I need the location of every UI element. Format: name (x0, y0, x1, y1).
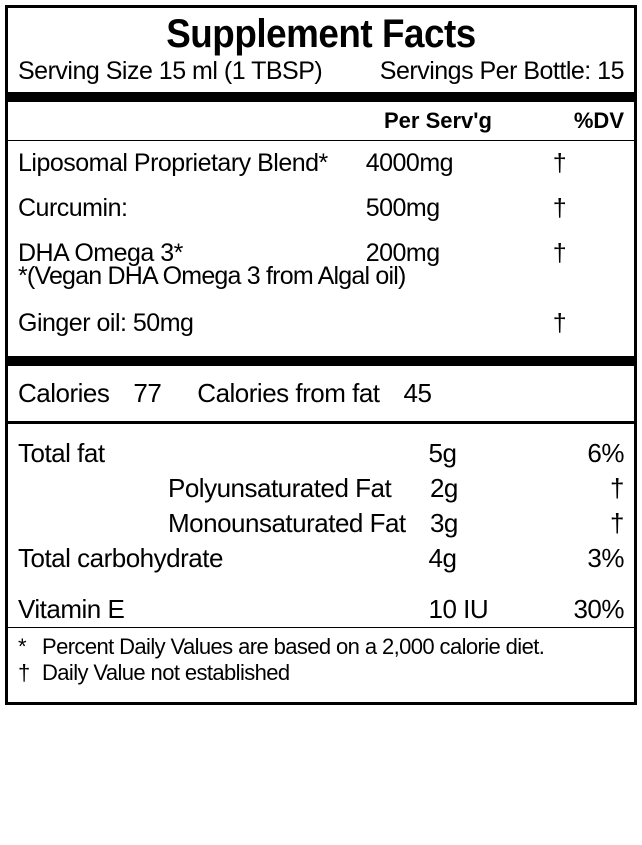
nutrition-row: Polyunsaturated Fat 2g † (8, 471, 634, 506)
ingredient-dv: † (495, 149, 624, 178)
calories-value: 77 (133, 378, 161, 409)
footnote-symbol: † (18, 660, 42, 686)
ingredient-row: Curcumin: 500mg † (8, 186, 634, 231)
nutrition-row: Total carbohydrate 4g 3% (8, 541, 634, 592)
nutrient-name: Monounsaturated Fat (18, 508, 430, 539)
nutrient-dv: 3% (526, 543, 624, 574)
nutrient-name: Vitamin E (18, 594, 429, 625)
ingredient-amount: 500mg (366, 194, 495, 223)
footnote-text: Daily Value not established (42, 660, 290, 686)
ingredient-row: Ginger oil: 50mg † (8, 301, 634, 356)
calories-fat-label: Calories from fat (197, 378, 379, 409)
header-dv: %DV (524, 108, 624, 134)
serving-line: Serving Size 15 ml (1 TBSP) Servings Per… (8, 57, 634, 92)
ingredient-row: Liposomal Proprietary Blend* 4000mg † (8, 141, 634, 186)
ingredient-amount: 4000mg (366, 149, 495, 178)
nutrient-amount: 4g (429, 543, 527, 574)
nutrient-dv: † (527, 473, 624, 504)
supplement-facts-panel: Supplement Facts Serving Size 15 ml (1 T… (5, 5, 637, 705)
calories-fat-value: 45 (404, 378, 432, 409)
nutrient-amount: 3g (430, 508, 527, 539)
nutrient-amount: 10 IU (429, 594, 527, 625)
calories-row: Calories 77 Calories from fat 45 (8, 366, 634, 421)
divider-thick (8, 92, 634, 102)
ingredient-name: Liposomal Proprietary Blend* (18, 149, 366, 178)
nutrient-dv: † (527, 508, 624, 539)
nutrient-amount: 2g (430, 473, 527, 504)
ingredient-name: Ginger oil: 50mg (18, 309, 366, 338)
ingredient-dv: † (495, 239, 624, 268)
ingredient-dv: † (495, 194, 624, 223)
nutrition-row: Total fat 5g 6% (8, 424, 634, 471)
header-per-serving: Per Serv'g (384, 108, 524, 134)
ingredient-name: Curcumin: (18, 194, 366, 223)
serving-size: Serving Size 15 ml (1 TBSP) (18, 57, 322, 86)
calories-label: Calories (18, 378, 109, 409)
nutrition-row: Monounsaturated Fat 3g † (8, 506, 634, 541)
nutrient-name: Total carbohydrate (18, 543, 429, 574)
vitamin-row: Vitamin E 10 IU 30% (8, 592, 634, 627)
nutrient-dv: 6% (526, 438, 624, 469)
column-headers: Per Serv'g %DV (8, 102, 634, 140)
footnotes: * Percent Daily Values are based on a 2,… (8, 628, 634, 702)
panel-title: Supplement Facts (33, 8, 609, 57)
footnote-symbol: * (18, 634, 42, 660)
ingredient-dv: † (495, 309, 624, 338)
servings-per: Servings Per Bottle: 15 (380, 57, 624, 86)
nutrient-name: Polyunsaturated Fat (18, 473, 430, 504)
nutrient-name: Total fat (18, 438, 429, 469)
footnote-text: Percent Daily Values are based on a 2,00… (42, 634, 544, 660)
nutrient-dv: 30% (526, 594, 624, 625)
divider-thick (8, 356, 634, 366)
nutrient-amount: 5g (429, 438, 527, 469)
